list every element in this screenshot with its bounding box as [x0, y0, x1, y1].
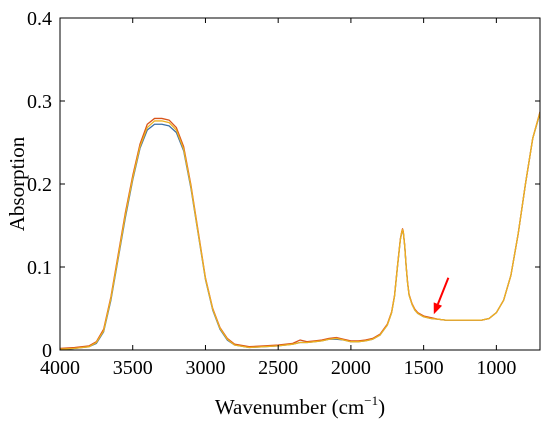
x-tick-label: 4000	[40, 357, 80, 379]
x-axis-title-superscript: −1	[364, 393, 378, 408]
y-tick-label: 0.4	[27, 8, 52, 30]
y-axis: 0 0.1 0.2 0.3 0.4	[27, 8, 540, 362]
x-tick-label: 1500	[404, 357, 444, 379]
x-axis: 4000 3500 3000 2500 2000 1500 1000	[40, 18, 516, 379]
x-axis-title: Wavenumber (cm−1)	[215, 393, 385, 419]
x-tick-label: 1000	[476, 357, 516, 379]
y-tick-label: 0.2	[27, 174, 52, 196]
x-tick-label: 2500	[258, 357, 298, 379]
y-axis-title: Absorption	[5, 136, 29, 231]
spectrum-line-2	[60, 111, 540, 349]
y-tick-label: 0.1	[27, 257, 52, 279]
annotation-arrow-shaft	[436, 277, 450, 305]
annotation-arrow-head	[433, 302, 443, 315]
spectrum-line-3	[60, 112, 540, 350]
x-axis-title-text: Wavenumber (cm	[215, 395, 364, 419]
spectrum-line-1	[60, 113, 540, 350]
x-tick-label: 3000	[185, 357, 225, 379]
x-tick-label: 3500	[113, 357, 153, 379]
annotation-layer	[433, 277, 450, 315]
y-tick-label: 0.3	[27, 91, 52, 113]
y-tick-label: 0	[42, 340, 52, 362]
x-axis-title-close: )	[378, 395, 385, 419]
series-layer	[60, 111, 540, 350]
x-tick-label: 2000	[331, 357, 371, 379]
